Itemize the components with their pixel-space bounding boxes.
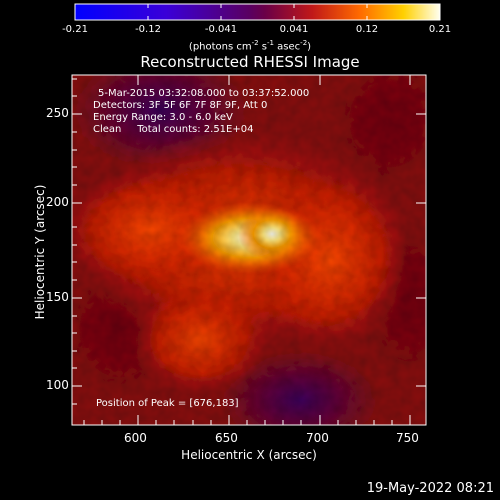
y-tick-label: 100 (46, 378, 69, 392)
heatmap-image (72, 75, 426, 425)
colorbar-label: 0.12 (355, 24, 379, 35)
peak-position-text: Position of Peak = [676,183] (96, 398, 239, 409)
energy-range-text: Energy Range: 3.0 - 6.0 keV (93, 112, 233, 123)
y-tick-label: 250 (46, 106, 69, 120)
x-axis-label: Heliocentric X (arcsec) (181, 448, 317, 462)
y-tick-label: 200 (46, 195, 69, 209)
colorbar-units: (photons cm-2 s-1 asec-2) (188, 39, 312, 53)
colorbar-label: -0.21 (62, 24, 88, 35)
chart-title: Reconstructed RHESSI Image (140, 53, 360, 71)
colorbar-label: 0.041 (279, 24, 309, 35)
plot-frame (71, 74, 427, 426)
x-tick-label: 600 (124, 431, 147, 445)
colorbar-label: -0.041 (204, 24, 238, 35)
axis-ticks (72, 75, 426, 425)
colorbar-gradient (74, 3, 441, 21)
colorbar (74, 3, 441, 21)
time-range-text: 5-Mar-2015 03:32:08.000 to 03:37:52.000 (98, 88, 310, 99)
colorbar-ticks (147, 4, 368, 20)
colorbar-label: 0.21 (428, 24, 452, 35)
colorbar-label: -0.12 (135, 24, 161, 35)
x-tick-label: 650 (215, 431, 238, 445)
clean-counts-text: Clean Total counts: 2.51E+04 (93, 124, 254, 135)
y-tick-label: 150 (46, 290, 69, 304)
x-tick-label: 750 (396, 431, 419, 445)
x-tick-label: 700 (306, 431, 329, 445)
y-axis-label: Heliocentric Y (arcsec) (33, 184, 47, 320)
detectors-text: Detectors: 3F 5F 6F 7F 8F 9F, Att 0 (93, 100, 268, 111)
timestamp: 19-May-2022 08:21 (366, 481, 494, 496)
